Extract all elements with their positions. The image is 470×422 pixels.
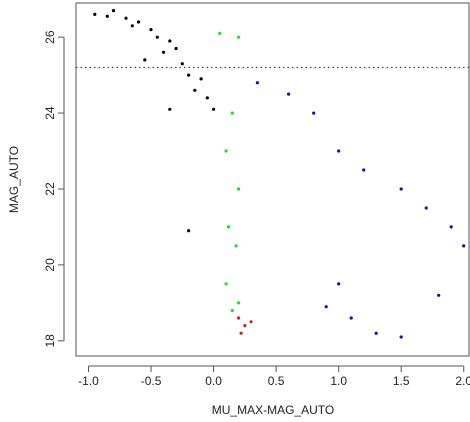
data-point <box>136 20 141 24</box>
data-point <box>155 35 159 39</box>
data-point <box>224 282 228 286</box>
x-axis: -1.0 -0.5 0.0 0.5 1.0 1.5 2.0 <box>78 365 470 388</box>
x-tick-label: 1.0 <box>330 374 347 388</box>
data-point <box>362 168 366 172</box>
data-point <box>337 149 341 153</box>
data-point <box>234 244 238 248</box>
data-point <box>174 46 178 51</box>
data-point <box>399 187 403 191</box>
data-point <box>93 12 97 16</box>
data-point <box>105 14 109 18</box>
data-point <box>227 225 231 229</box>
data-point <box>424 206 428 210</box>
data-point <box>199 77 203 81</box>
data-point <box>324 305 328 309</box>
x-tick-label: 0.0 <box>205 374 222 388</box>
data-point <box>224 149 228 153</box>
data-point <box>111 9 116 13</box>
data-point <box>180 62 184 66</box>
y-tick-label: 24 <box>43 106 57 120</box>
data-point <box>230 308 234 313</box>
x-axis-label: MU_MAX-MAG_AUTO <box>212 403 334 417</box>
data-point <box>187 229 191 233</box>
x-tick-label: 2.0 <box>455 374 470 388</box>
data-point <box>187 73 191 77</box>
data-point <box>399 335 403 339</box>
x-tick-label: 1.5 <box>393 374 410 388</box>
data-point <box>130 24 134 28</box>
data-point <box>168 39 172 43</box>
y-tick-label: 22 <box>43 182 57 196</box>
data-point <box>437 293 441 297</box>
data-point <box>287 92 291 96</box>
x-tick-label: -0.5 <box>141 374 162 388</box>
data-point <box>149 28 153 32</box>
y-tick-label: 26 <box>43 30 57 44</box>
plot-area <box>93 9 466 339</box>
data-point <box>337 282 341 286</box>
data-point <box>143 58 147 62</box>
data-point <box>124 16 128 20</box>
data-point <box>237 35 241 39</box>
data-point <box>162 50 166 54</box>
data-point <box>193 88 197 92</box>
x-tick-label: 0.5 <box>268 374 285 388</box>
data-point <box>237 316 241 320</box>
y-tick-label: 20 <box>43 258 57 272</box>
data-point <box>212 107 216 111</box>
y-tick-label: 18 <box>43 334 57 348</box>
data-point <box>237 301 241 305</box>
data-point <box>312 111 316 115</box>
data-point <box>168 107 172 111</box>
data-point <box>230 111 234 115</box>
data-point <box>243 324 247 328</box>
data-point <box>349 316 353 320</box>
y-axis-label: MAG_AUTO <box>7 146 21 213</box>
x-tick-label: -1.0 <box>78 374 99 388</box>
data-point <box>374 331 378 335</box>
data-point <box>218 31 222 35</box>
data-point <box>205 96 209 100</box>
data-point <box>237 187 241 191</box>
data-point <box>249 320 253 324</box>
data-point <box>462 244 466 248</box>
data-point <box>255 81 259 85</box>
data-point <box>239 331 243 335</box>
data-point <box>449 225 453 229</box>
plot-frame <box>75 2 470 357</box>
y-axis: 18 20 22 24 26 <box>43 30 65 348</box>
